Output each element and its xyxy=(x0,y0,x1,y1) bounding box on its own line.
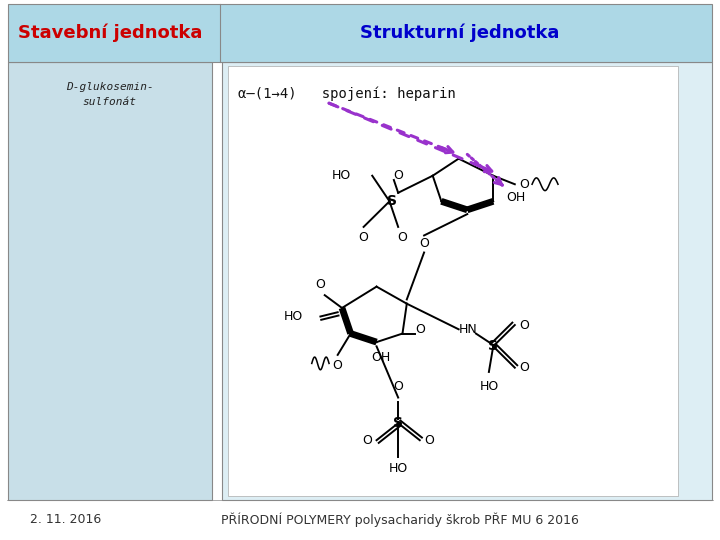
Text: O: O xyxy=(333,359,343,372)
Text: 2. 11. 2016: 2. 11. 2016 xyxy=(30,513,102,526)
Text: S: S xyxy=(393,416,403,430)
Text: O: O xyxy=(424,434,434,447)
Text: O: O xyxy=(359,231,369,244)
Text: S: S xyxy=(488,339,498,353)
Text: Stavební jednotka: Stavební jednotka xyxy=(17,24,202,42)
Text: S: S xyxy=(387,194,397,208)
Bar xyxy=(8,62,212,500)
Text: O: O xyxy=(393,380,403,393)
Text: OH: OH xyxy=(372,350,390,363)
Text: PŘÍRODNÍ POLYMERY polysacharidy škrob PŘF MU 6 2016: PŘÍRODNÍ POLYMERY polysacharidy škrob PŘ… xyxy=(221,512,579,527)
Text: HO: HO xyxy=(331,169,351,182)
Text: O: O xyxy=(315,278,325,291)
Text: O: O xyxy=(393,169,403,182)
Text: OH: OH xyxy=(506,191,526,204)
Text: O: O xyxy=(519,178,529,191)
Bar xyxy=(228,66,678,496)
Bar xyxy=(8,4,712,62)
Text: Strukturní jednotka: Strukturní jednotka xyxy=(360,24,559,42)
Text: sulfonát: sulfonát xyxy=(83,97,137,107)
Text: D-glukosemin-: D-glukosemin- xyxy=(66,82,153,92)
Text: O: O xyxy=(362,434,372,447)
Text: O: O xyxy=(419,238,429,251)
Text: α–(1→4)   spojení: heparin: α–(1→4) spojení: heparin xyxy=(238,86,456,100)
Bar xyxy=(222,62,712,500)
Text: HO: HO xyxy=(480,381,498,394)
Text: O: O xyxy=(415,323,426,336)
Text: HN: HN xyxy=(459,323,477,336)
Text: O: O xyxy=(519,319,529,332)
Text: O: O xyxy=(397,231,408,244)
Text: HO: HO xyxy=(389,462,408,475)
Text: O: O xyxy=(519,361,529,374)
Text: HO: HO xyxy=(284,310,303,323)
